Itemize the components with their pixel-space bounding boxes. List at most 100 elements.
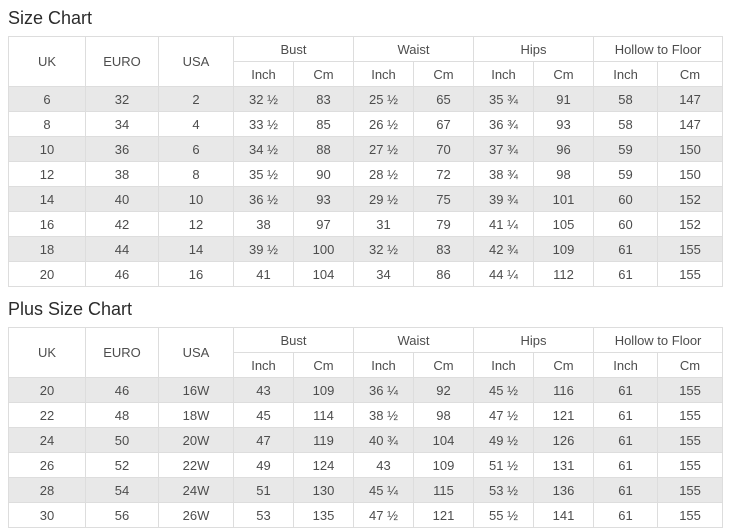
- table-row: 20 46 16W 43 109 36 ¼ 92 45 ½ 116 61 155: [8, 377, 724, 403]
- table-cell: 114: [292, 402, 355, 428]
- table-cell: 36 ½: [233, 186, 294, 212]
- table-cell: 49: [233, 452, 294, 478]
- table-cell: 72: [413, 161, 475, 187]
- table-cell: 20W: [158, 427, 234, 453]
- unit-header-bust-cm: Cm: [292, 352, 355, 378]
- table-cell: 47 ½: [353, 502, 415, 528]
- group-header-bust: Bust: [232, 36, 355, 62]
- table-cell: 124: [292, 452, 355, 478]
- table-cell: 59: [593, 161, 659, 187]
- unit-header-hollow-to-floor-inch: Inch: [593, 61, 659, 87]
- table-cell: 83: [413, 236, 475, 262]
- table-cell: 42: [85, 211, 159, 237]
- table-cell: 8: [8, 111, 86, 137]
- table-cell: 38: [85, 161, 159, 187]
- table-cell: 36 ¾: [473, 111, 535, 137]
- group-header-hollow-to-floor: Hollow to Floor: [593, 327, 724, 353]
- table-cell: 75: [413, 186, 475, 212]
- table-cell: 155: [657, 477, 724, 503]
- table-cell: 32 ½: [233, 86, 294, 112]
- table-cell: 26 ½: [353, 111, 415, 137]
- table-cell: 20: [8, 261, 86, 287]
- table-cell: 101: [533, 186, 595, 212]
- group-header-bust: Bust: [232, 327, 355, 353]
- table-cell: 91: [533, 86, 595, 112]
- table-cell: 93: [533, 111, 595, 137]
- table-cell: 135: [292, 502, 355, 528]
- table-cell: 43: [353, 452, 415, 478]
- table-cell: 8: [158, 161, 234, 187]
- plus-size-chart-table: UK EURO USA Bust Waist Hips Hollow to Floor Inc…: [8, 327, 724, 528]
- table-cell: 32: [85, 86, 159, 112]
- table-cell: 141: [533, 502, 595, 528]
- unit-header-waist-cm: Cm: [413, 61, 475, 87]
- table-cell: 79: [413, 211, 475, 237]
- table-cell: 115: [413, 477, 475, 503]
- table-row: 12 38 8 35 ½ 90 28 ½ 72 38 ¾ 98 59 150: [8, 161, 724, 187]
- column-header-euro: EURO: [85, 327, 159, 378]
- unit-header-hollow-to-floor-cm: Cm: [657, 352, 724, 378]
- table-cell: 155: [657, 452, 724, 478]
- table-cell: 61: [593, 261, 659, 287]
- unit-header-waist-inch: Inch: [353, 352, 415, 378]
- table-cell: 44 ¼: [473, 261, 535, 287]
- table-cell: 90: [292, 161, 355, 187]
- unit-header-hips-inch: Inch: [473, 61, 535, 87]
- table-cell: 98: [413, 402, 475, 428]
- table-row: 30 56 26W 53 135 47 ½ 121 55 ½ 141 61 155: [8, 502, 724, 528]
- table-cell: 105: [533, 211, 595, 237]
- table-cell: 12: [158, 211, 234, 237]
- table-cell: 45 ½: [473, 377, 535, 403]
- table-cell: 152: [657, 186, 724, 212]
- table-row: 10 36 6 34 ½ 88 27 ½ 70 37 ¾ 96 59 150: [8, 136, 724, 162]
- table-cell: 155: [657, 427, 724, 453]
- unit-header-bust-inch: Inch: [233, 352, 294, 378]
- unit-header-hollow-to-floor-cm: Cm: [657, 61, 724, 87]
- table-cell: 28 ½: [353, 161, 415, 187]
- table-cell: 24: [8, 427, 86, 453]
- table-cell: 28: [8, 477, 86, 503]
- table-cell: 16: [158, 261, 234, 287]
- unit-header-hips-cm: Cm: [533, 352, 595, 378]
- table-cell: 54: [85, 477, 159, 503]
- table-cell: 152: [657, 211, 724, 237]
- table-cell: 12: [8, 161, 86, 187]
- table-cell: 45: [233, 402, 294, 428]
- table-cell: 155: [657, 236, 724, 262]
- table-cell: 35 ¾: [473, 86, 535, 112]
- unit-header-waist-inch: Inch: [353, 61, 415, 87]
- table-cell: 119: [292, 427, 355, 453]
- table-cell: 86: [413, 261, 475, 287]
- table-cell: 38: [233, 211, 294, 237]
- table-cell: 40: [85, 186, 159, 212]
- table-cell: 70: [413, 136, 475, 162]
- table-cell: 61: [593, 452, 659, 478]
- table-cell: 93: [292, 186, 355, 212]
- table-cell: 39 ¾: [473, 186, 535, 212]
- unit-header-hips-inch: Inch: [473, 352, 535, 378]
- table-cell: 58: [593, 86, 659, 112]
- table-cell: 65: [413, 86, 475, 112]
- table-cell: 38 ¾: [473, 161, 535, 187]
- table-cell: 36: [85, 136, 159, 162]
- table-cell: 25 ½: [353, 86, 415, 112]
- table-cell: 22W: [158, 452, 234, 478]
- table-cell: 67: [413, 111, 475, 137]
- header-row-groups: UK EURO USA Bust Waist Hips Hollow to Floor: [8, 36, 724, 87]
- table-cell: 31: [353, 211, 415, 237]
- table-cell: 96: [533, 136, 595, 162]
- table-cell: 6: [8, 86, 86, 112]
- table-cell: 121: [533, 402, 595, 428]
- table-cell: 30: [8, 502, 86, 528]
- table-cell: 18W: [158, 402, 234, 428]
- table-cell: 109: [533, 236, 595, 262]
- table-cell: 24W: [158, 477, 234, 503]
- table-cell: 27 ½: [353, 136, 415, 162]
- table-cell: 104: [413, 427, 475, 453]
- table-cell: 43: [233, 377, 294, 403]
- table-cell: 34: [85, 111, 159, 137]
- table-cell: 45 ¼: [353, 477, 415, 503]
- table-cell: 53 ½: [473, 477, 535, 503]
- table-cell: 50: [85, 427, 159, 453]
- table-cell: 112: [533, 261, 595, 287]
